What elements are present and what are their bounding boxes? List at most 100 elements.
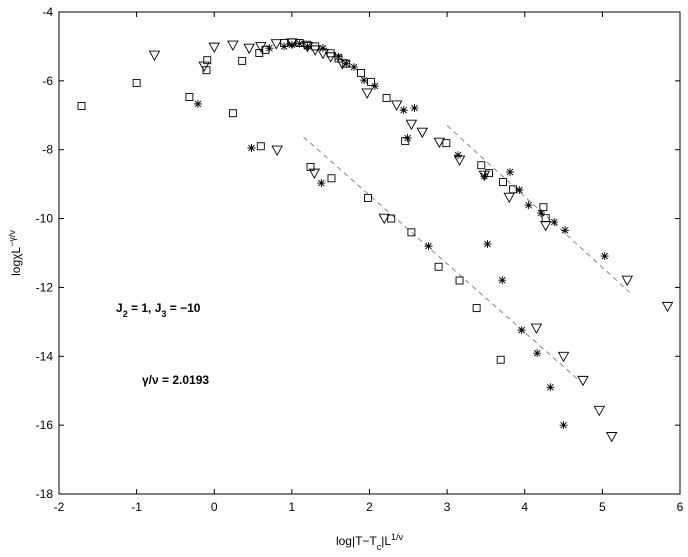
y-tick-label: -18 — [36, 487, 54, 501]
data-point — [593, 405, 606, 417]
data-point — [561, 226, 570, 235]
data-point — [309, 45, 321, 56]
data-point — [324, 52, 337, 63]
annotation: J2 = 1, J3 = −10 — [116, 301, 201, 319]
data-point — [478, 170, 491, 182]
data-point — [661, 301, 674, 313]
y-tick-label: -10 — [36, 212, 54, 226]
data-point — [301, 41, 314, 53]
x-tick-label: -1 — [131, 500, 142, 514]
label-part: γ/ν = 2.0193 — [142, 373, 209, 387]
data-point — [255, 41, 267, 53]
data-point — [557, 351, 570, 363]
data-point — [530, 323, 543, 334]
data-point — [405, 119, 418, 131]
data-point — [410, 104, 419, 113]
data-point — [357, 68, 365, 77]
data-point — [517, 326, 526, 335]
data-point — [537, 209, 546, 218]
data-point — [387, 214, 396, 223]
label-part: = −10 — [166, 301, 200, 315]
data-point — [256, 142, 265, 151]
data-point — [148, 50, 161, 61]
data-point — [311, 42, 320, 51]
data-point — [327, 174, 336, 183]
data-point — [533, 349, 542, 358]
data-point — [265, 44, 274, 53]
x-tick-label: 1 — [289, 500, 296, 514]
data-point — [453, 155, 466, 166]
y-tick-label: -12 — [36, 280, 54, 294]
label-part: = 1, J — [128, 301, 162, 315]
data-point — [308, 168, 321, 180]
data-point — [424, 242, 433, 251]
data-point — [280, 42, 289, 51]
data-point — [442, 139, 451, 148]
label-part: c — [377, 542, 382, 552]
data-point — [361, 88, 373, 99]
data-point — [621, 275, 633, 287]
x-tick-label: 6 — [677, 500, 684, 514]
data-point — [524, 201, 533, 210]
data-point — [370, 82, 379, 91]
label-part: −γ/ν — [7, 230, 17, 247]
data-point — [546, 383, 555, 392]
data-point — [287, 40, 296, 49]
data-point — [317, 48, 329, 60]
fit-line — [303, 136, 582, 383]
data-point — [336, 59, 349, 70]
label-part: |L — [381, 534, 391, 548]
data-point — [342, 59, 351, 68]
label-part: J — [116, 301, 123, 315]
data-point — [477, 161, 486, 170]
data-point — [295, 39, 304, 48]
data-point — [577, 375, 589, 387]
data-point — [270, 39, 283, 50]
x-tick-label: 5 — [599, 500, 606, 514]
data-point — [198, 61, 210, 72]
data-point — [496, 355, 505, 364]
y-tick-label: -14 — [36, 349, 54, 363]
data-point — [77, 102, 86, 110]
data-point — [390, 100, 403, 111]
data-point — [453, 151, 462, 160]
fit-line — [446, 125, 630, 293]
data-point — [485, 169, 493, 178]
data-point — [193, 99, 202, 108]
data-point — [326, 49, 335, 58]
data-point — [480, 172, 489, 181]
label-part: log|T−T — [336, 534, 377, 548]
data-point — [271, 145, 283, 156]
y-tick-label: -8 — [42, 143, 53, 157]
data-point — [434, 262, 443, 271]
data-point — [243, 43, 255, 55]
data-point — [363, 193, 372, 202]
x-axis-label: log|T−Tc|L1/ν — [336, 532, 404, 552]
data-point — [407, 228, 416, 237]
data-point — [132, 78, 141, 87]
data-point — [227, 40, 239, 51]
y-tick-label: -16 — [36, 418, 54, 432]
data-point — [360, 76, 369, 85]
annotation: γ/ν = 2.0193 — [142, 373, 209, 387]
y-tick-label: -6 — [42, 74, 53, 88]
x-tick-label: 4 — [521, 500, 528, 514]
data-point — [433, 137, 446, 149]
data-point — [208, 42, 221, 54]
data-point — [228, 109, 237, 118]
data-point — [499, 178, 507, 187]
data-point — [416, 127, 429, 139]
data-point — [185, 93, 194, 101]
data-point — [334, 52, 343, 61]
data-point — [506, 168, 515, 177]
data-point — [403, 134, 412, 143]
data-point — [382, 94, 391, 103]
data-point — [483, 240, 492, 249]
data-point — [498, 276, 507, 285]
data-point — [349, 63, 358, 72]
y-tick-label: -4 — [42, 5, 53, 19]
data-point — [515, 185, 524, 194]
data-point — [550, 218, 559, 227]
